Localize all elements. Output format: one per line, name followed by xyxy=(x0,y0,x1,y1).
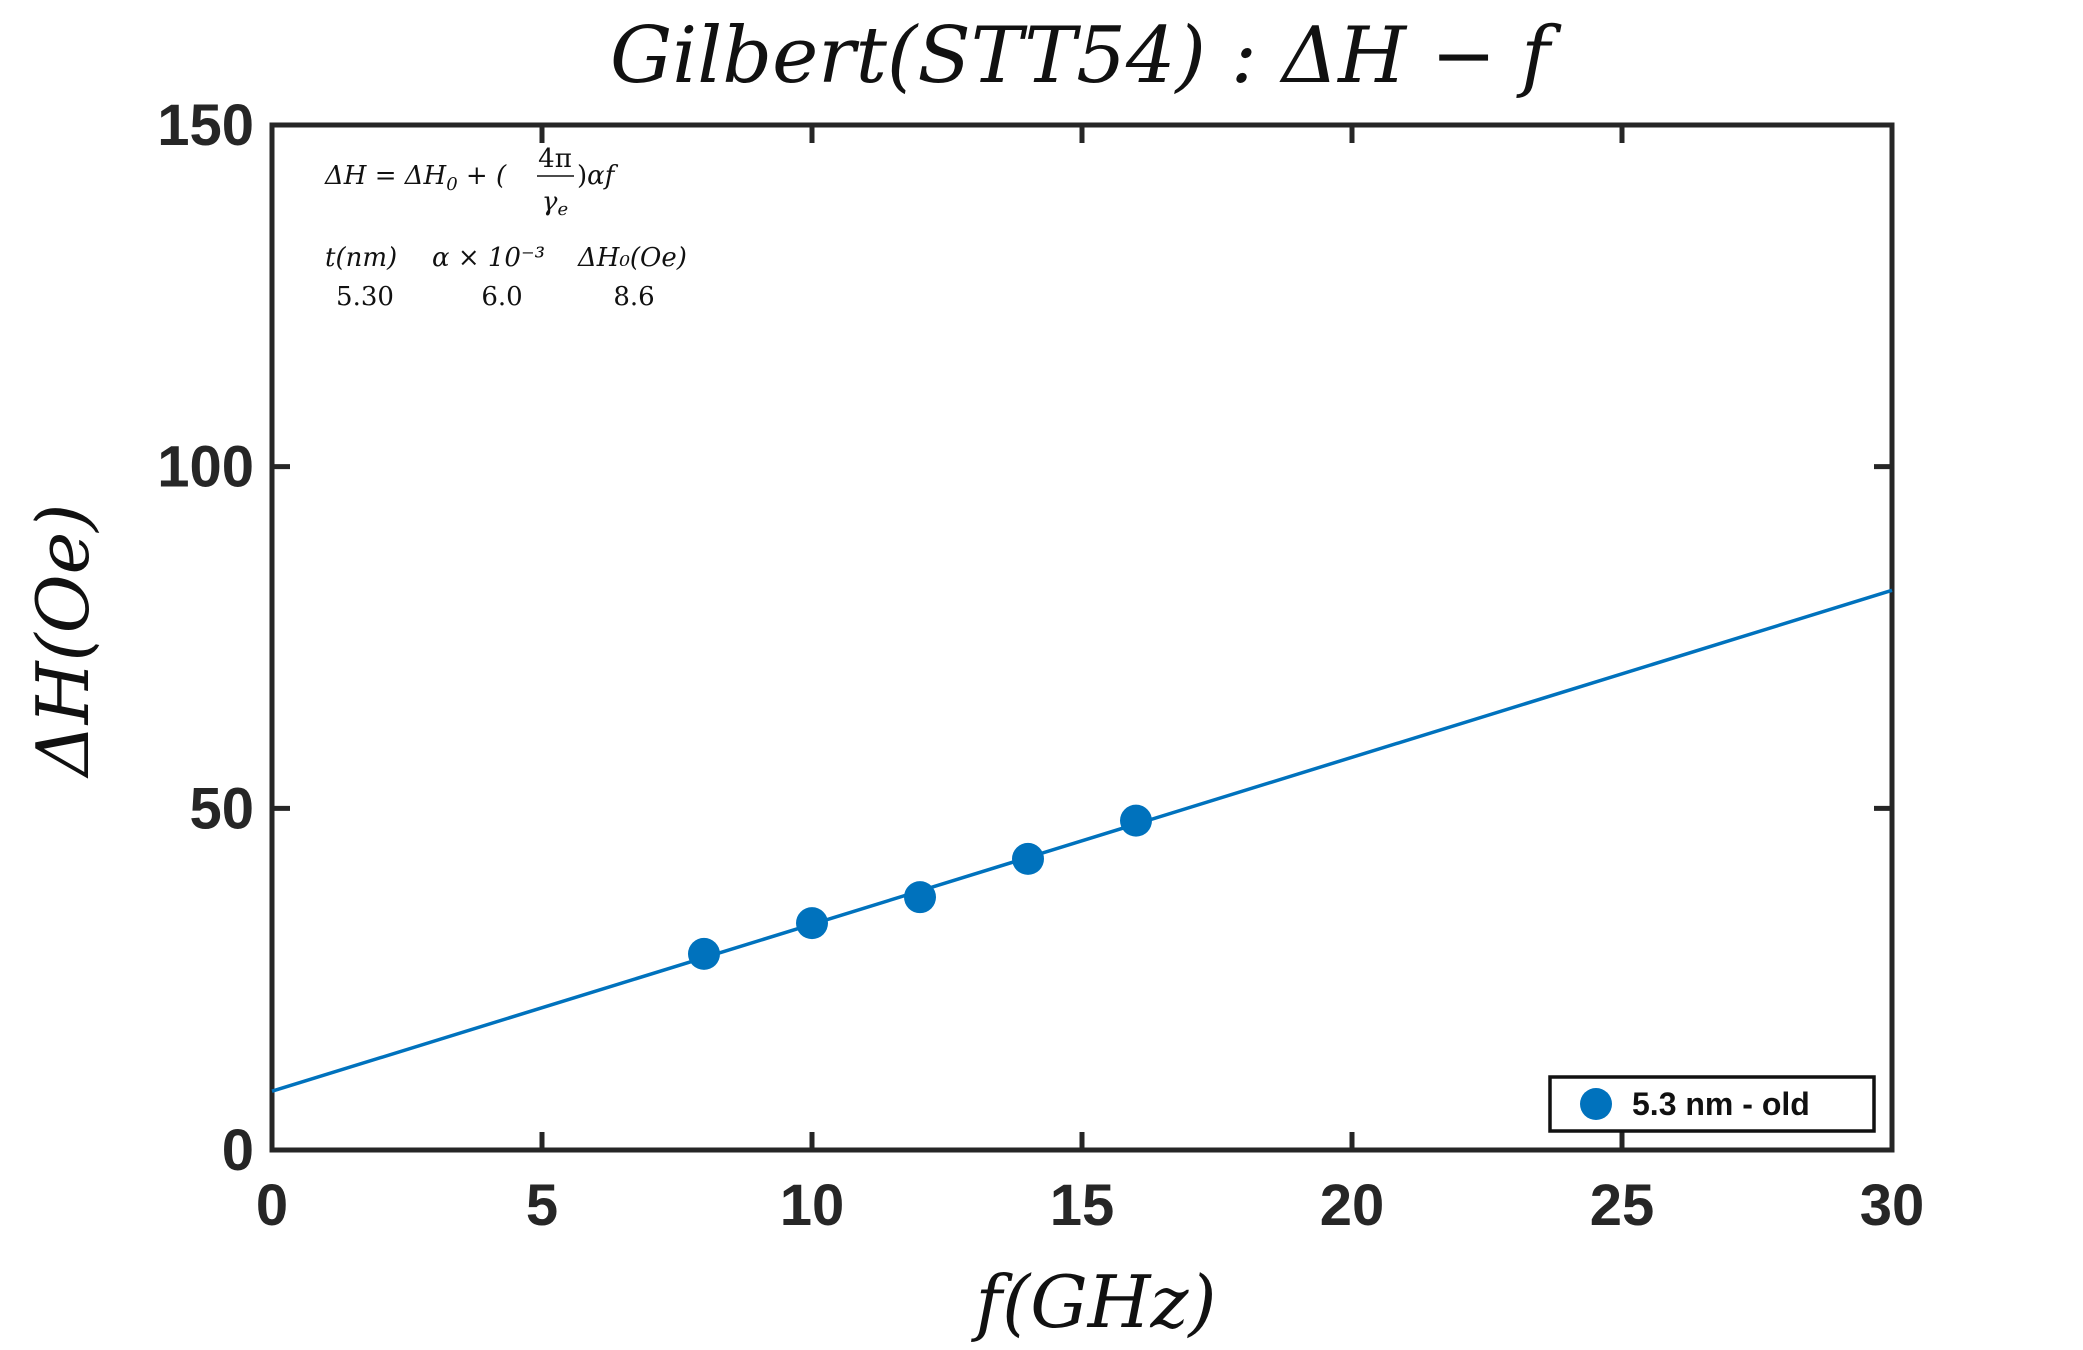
x-axis-label: f(GHz) xyxy=(970,1260,1216,1344)
annotation-value-dh0: 8.6 xyxy=(613,282,654,312)
data-point xyxy=(1120,804,1152,837)
data-point xyxy=(688,937,720,970)
annotation-value-thickness: 5.30 xyxy=(336,282,394,312)
chart-title: Gilbert(STT54) : ΔH − f xyxy=(610,11,1562,101)
data-points xyxy=(688,804,1152,970)
annotation-fraction-num: 4π xyxy=(538,144,572,174)
annotation-header-alpha: α × 10⁻³ xyxy=(432,243,545,273)
annotation-header-dh0: ΔH₀(Oe) xyxy=(577,243,687,273)
plot-area xyxy=(269,122,1895,1153)
annotation-value-alpha: 6.0 xyxy=(481,282,522,312)
x-tick-label: 30 xyxy=(1860,1173,1925,1238)
annotation-header-thickness: t(nm) xyxy=(325,243,397,273)
legend-label: 5.3 nm - old xyxy=(1632,1086,1810,1122)
legend-marker xyxy=(1580,1088,1612,1120)
y-tick-label: 150 xyxy=(157,93,254,158)
legend: 5.3 nm - old xyxy=(1548,1075,1876,1133)
annotation-formula-tail: )αf xyxy=(577,161,619,191)
x-tick-label: 5 xyxy=(526,1173,558,1238)
y-tick-label: 100 xyxy=(157,435,254,500)
data-point xyxy=(904,881,936,914)
y-tick-label: 50 xyxy=(189,776,254,841)
annotation-formula: ΔH = ΔH0 + ( xyxy=(324,161,507,195)
x-tick-label: 25 xyxy=(1590,1173,1655,1238)
x-tick-label: 10 xyxy=(780,1173,845,1238)
annotation-box: ΔH = ΔH0 + ( 4π γe )αf t(nm) α × 10⁻³ ΔH… xyxy=(324,144,687,312)
x-tick-label: 15 xyxy=(1050,1173,1115,1238)
x-axis-ticks: 0 5 10 15 20 25 30 xyxy=(256,125,1924,1238)
data-point xyxy=(1012,842,1044,875)
fit-line xyxy=(271,588,1893,1093)
x-tick-label: 20 xyxy=(1320,1173,1385,1238)
y-tick-label: 0 xyxy=(222,1118,254,1183)
data-point xyxy=(796,907,828,940)
x-tick-label: 0 xyxy=(256,1173,288,1238)
y-axis-ticks: 0 50 100 150 xyxy=(157,93,1892,1183)
y-axis-label: ΔH(Oe) xyxy=(21,504,105,780)
